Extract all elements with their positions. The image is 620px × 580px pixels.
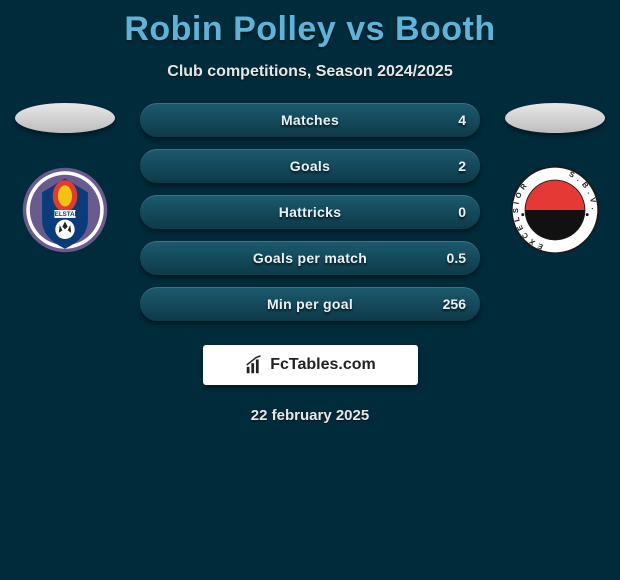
stat-row-min-per-goal: Min per goal 256	[140, 287, 480, 321]
fctables-logo[interactable]: FcTables.com	[203, 345, 418, 385]
stat-right-value: 2	[458, 158, 466, 174]
stats-panel: Matches 4 Goals 2 Hattricks 0 Goals per …	[140, 103, 480, 321]
telstar-badge-icon: TELSTAR	[21, 166, 109, 254]
stat-row-matches: Matches 4	[140, 103, 480, 137]
stat-row-goals-per-match: Goals per match 0.5	[140, 241, 480, 275]
left-player-oval	[15, 103, 115, 133]
right-column: S . B . V . E X C E L S I O R	[500, 103, 610, 255]
stat-label: Min per goal	[267, 296, 353, 312]
page-title: Robin Polley vs Booth	[124, 10, 495, 49]
stat-row-hattricks: Hattricks 0	[140, 195, 480, 229]
stat-right-value: 4	[458, 112, 466, 128]
footer: FcTables.com 22 february 2025	[203, 321, 418, 424]
right-club-badge: S . B . V . E X C E L S I O R	[505, 165, 605, 255]
stat-right-value: 256	[443, 296, 466, 312]
logo-text: FcTables.com	[270, 356, 376, 374]
left-column: TELSTAR	[10, 103, 120, 255]
subtitle: Club competitions, Season 2024/2025	[167, 63, 452, 81]
stat-right-value: 0.5	[447, 250, 466, 266]
left-club-badge: TELSTAR	[15, 165, 115, 255]
stat-label: Goals	[290, 158, 330, 174]
stat-label: Goals per match	[253, 250, 367, 266]
excelsior-badge-icon: S . B . V . E X C E L S I O R	[509, 164, 601, 256]
content-row: TELSTAR Matches 4 Goals 2 Hattricks 0 Go…	[0, 103, 620, 321]
chart-icon	[244, 354, 266, 376]
right-player-oval	[505, 103, 605, 133]
stat-label: Hattricks	[279, 204, 342, 220]
stat-row-goals: Goals 2	[140, 149, 480, 183]
svg-text:TELSTAR: TELSTAR	[51, 211, 79, 218]
stat-label: Matches	[281, 112, 339, 128]
stat-right-value: 0	[458, 204, 466, 220]
date-label: 22 february 2025	[251, 407, 369, 424]
